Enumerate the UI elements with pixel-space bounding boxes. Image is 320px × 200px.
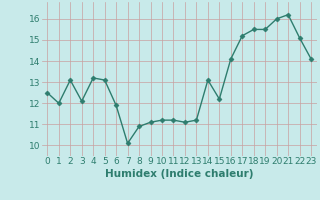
X-axis label: Humidex (Indice chaleur): Humidex (Indice chaleur) — [105, 169, 253, 179]
